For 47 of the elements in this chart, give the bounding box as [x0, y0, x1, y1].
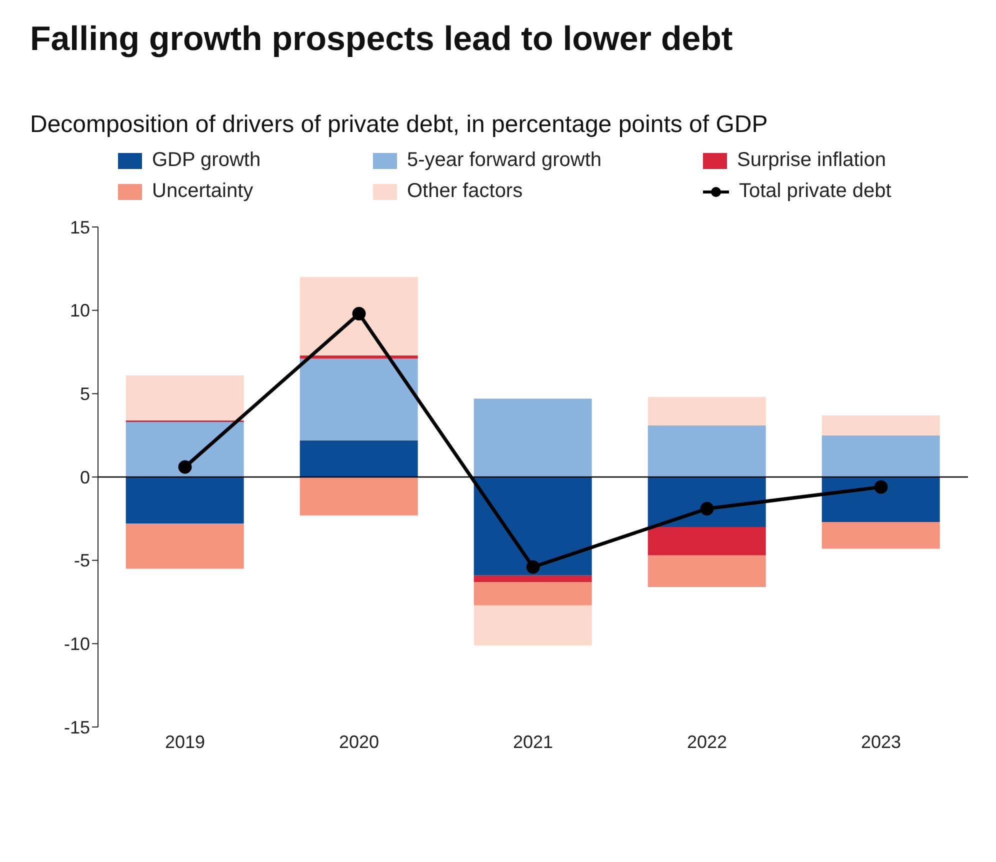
bar	[474, 398, 592, 477]
bar	[474, 605, 592, 646]
y-tick-label: -5	[74, 550, 90, 571]
x-tick-label: 2021	[512, 732, 554, 752]
point	[874, 480, 888, 494]
legend-label: Total private debt	[739, 180, 892, 203]
bar	[126, 375, 244, 420]
legend-label: 5-year forward growth	[407, 149, 602, 172]
bar	[300, 277, 418, 356]
chart-subtitle: Decomposition of drivers of private debt, in percentage points of GDP	[30, 111, 769, 139]
y-tick-label: 5	[80, 384, 90, 404]
bar	[474, 582, 592, 606]
bar	[474, 477, 592, 576]
bar	[300, 477, 418, 516]
legend-label: Other factors	[407, 180, 523, 203]
y-tick-label: 0	[80, 467, 90, 488]
x-tick-label: 2022	[686, 732, 728, 752]
bar	[822, 435, 940, 477]
point	[700, 502, 714, 516]
bar	[822, 477, 940, 522]
point	[178, 460, 192, 474]
x-tick-label: 2019	[164, 732, 206, 752]
bar	[126, 422, 244, 477]
point	[526, 560, 540, 574]
chart-title: Falling growth prospects lead to lower debt	[30, 20, 734, 59]
bar	[126, 477, 244, 524]
bar	[474, 575, 592, 582]
legend-label: Uncertainty	[152, 180, 254, 203]
point	[352, 306, 366, 320]
x-tick-label: 2020	[338, 732, 380, 752]
bar	[648, 555, 766, 587]
bar	[300, 358, 418, 440]
bar	[648, 425, 766, 477]
bar	[126, 524, 244, 569]
legend-label: Surprise inflation	[737, 149, 886, 172]
y-tick-label: 10	[70, 300, 90, 321]
bar	[648, 397, 766, 426]
bar	[300, 440, 418, 477]
bar	[822, 415, 940, 436]
y-tick-label: -15	[64, 717, 90, 738]
bar	[648, 477, 766, 527]
bar	[648, 527, 766, 556]
y-tick-label: -10	[64, 634, 90, 654]
bar	[822, 522, 940, 549]
x-tick-label: 2023	[860, 732, 902, 752]
y-tick-label: 15	[70, 217, 90, 238]
legend-label: GDP growth	[152, 149, 261, 172]
